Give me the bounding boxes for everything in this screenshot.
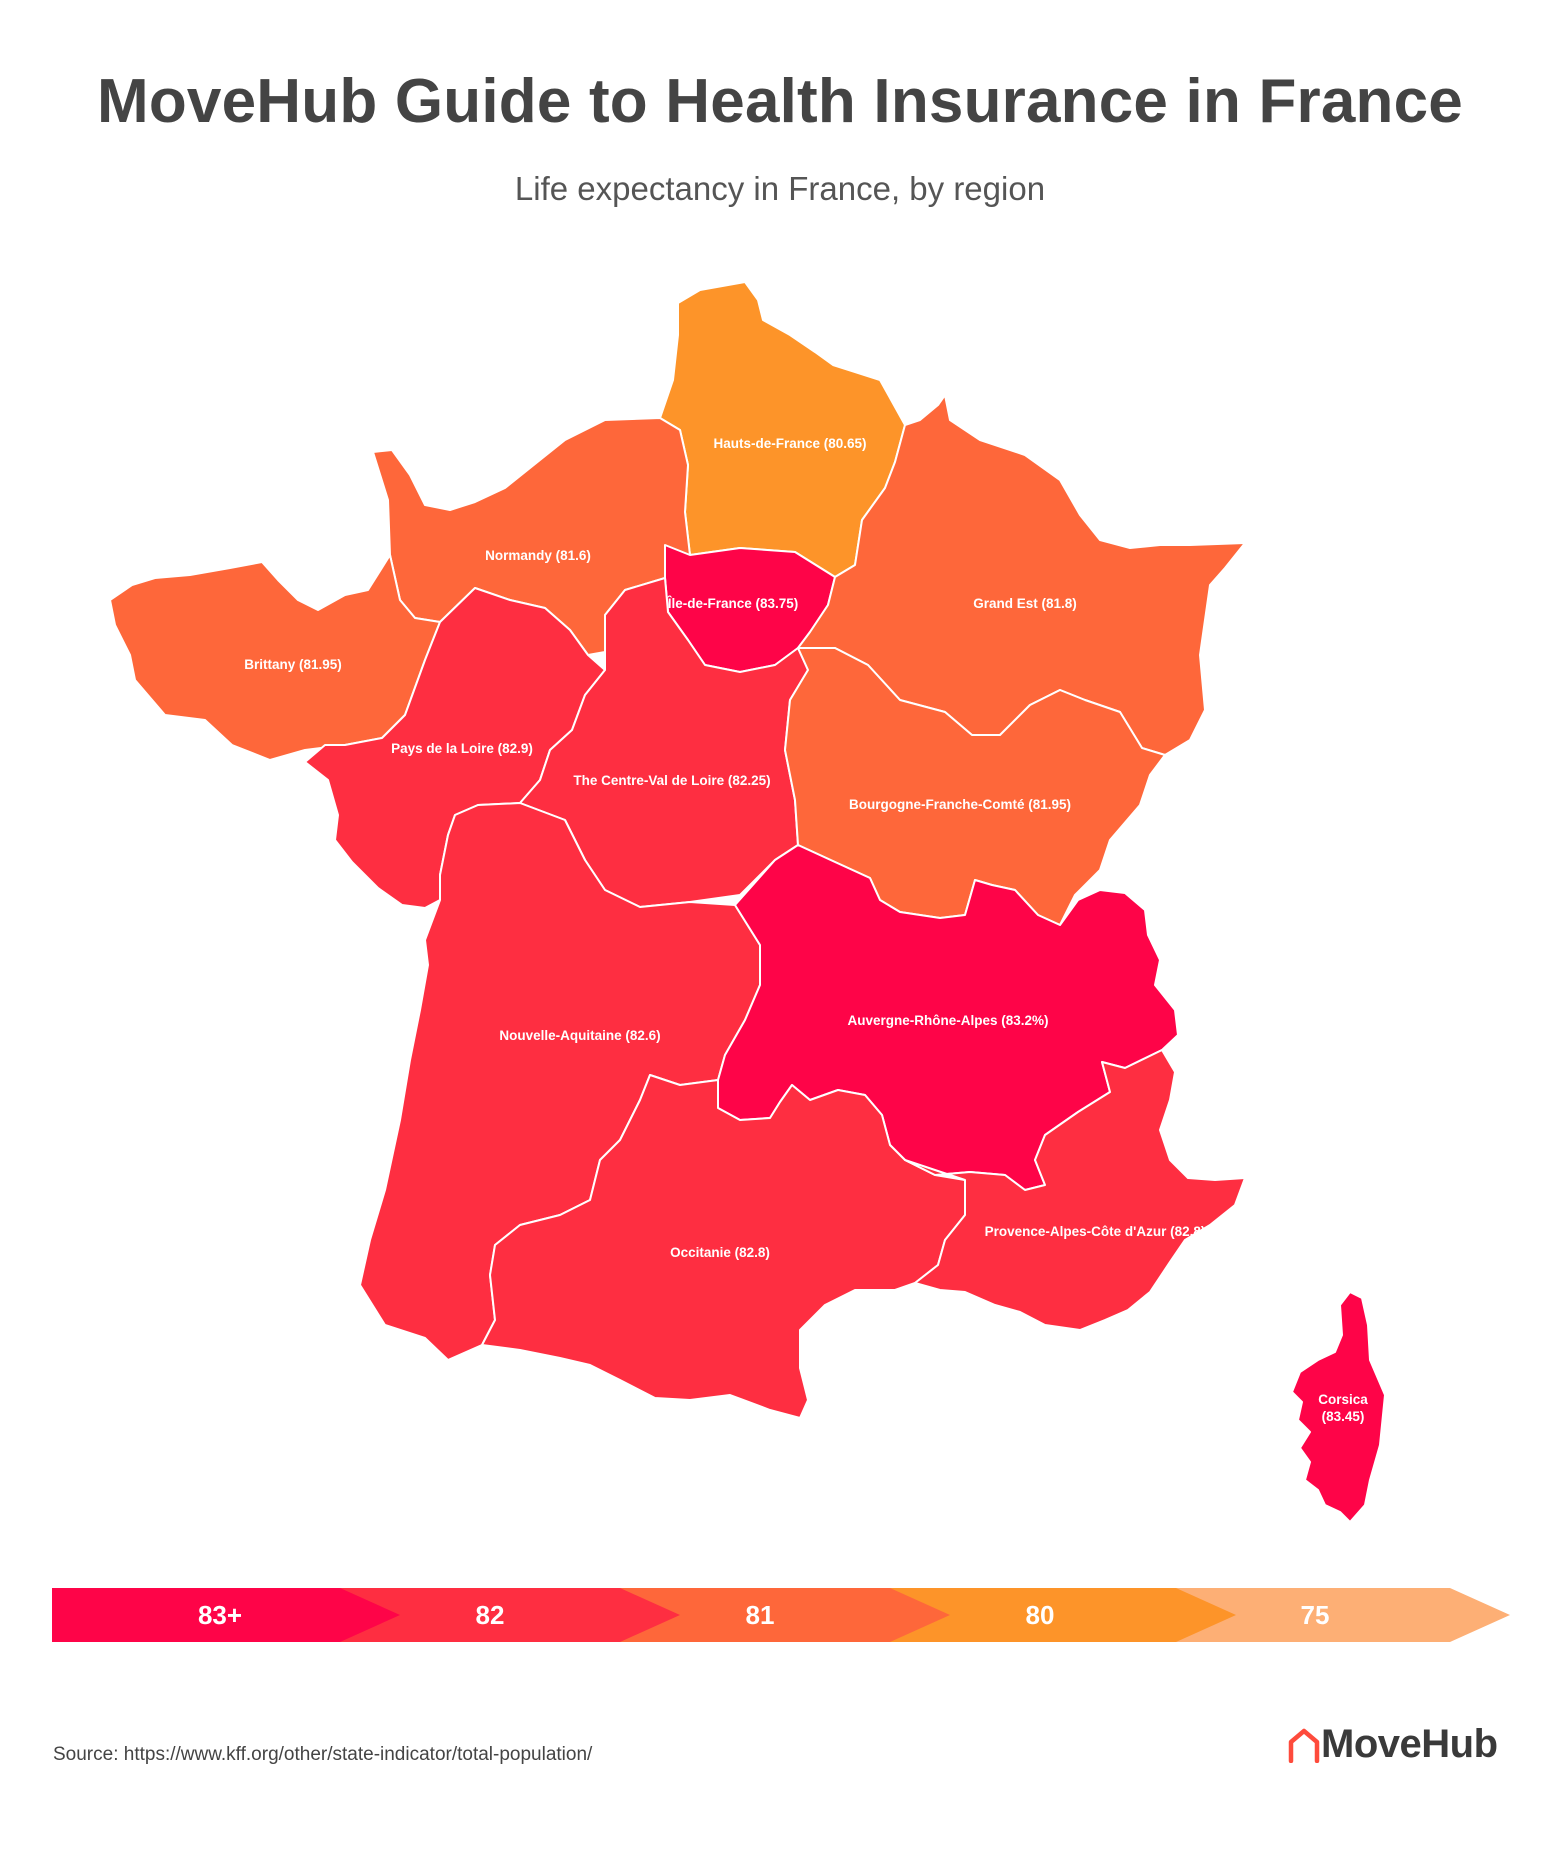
label-normandy: Normandy (81.6) — [485, 548, 591, 563]
brand-name: MoveHub — [1321, 1722, 1498, 1766]
label-ile-de-france: Île-de-France (83.75) — [667, 596, 799, 611]
label-occitanie: Occitanie (82.8) — [670, 1245, 770, 1260]
label-corsica-value: (83.45) — [1322, 1409, 1365, 1424]
color-legend: 83+ 82 81 80 75 — [52, 1588, 1510, 1642]
region-labels: Hauts-de-France (80.65) Normandy (81.6) … — [244, 436, 1368, 1424]
label-auvergne-rhone-alpes: Auvergne-Rhône-Alpes (83.2%) — [847, 1013, 1048, 1028]
legend-label-82: 82 — [476, 1600, 505, 1630]
label-bourgogne-franche-comte: Bourgogne-Franche-Comté (81.95) — [849, 797, 1071, 812]
legend-label-81: 81 — [746, 1600, 775, 1630]
label-nouvelle-aquitaine: Nouvelle-Aquitaine (82.6) — [499, 1028, 660, 1043]
movehub-logo: MoveHub — [1287, 1722, 1498, 1767]
label-provence-alpes-cote-dazur: Provence-Alpes-Côte d'Azur (82.8) — [985, 1224, 1206, 1239]
label-corsica-name: Corsica — [1318, 1392, 1368, 1407]
regions — [109, 281, 1386, 1523]
legend-segment-83-plus — [52, 1588, 400, 1642]
legend-label-83-plus: 83+ — [198, 1600, 242, 1630]
house-icon — [1288, 1728, 1320, 1763]
france-region-map: Hauts-de-France (80.65) Normandy (81.6) … — [109, 281, 1386, 1523]
label-grand-est: Grand Est (81.8) — [973, 596, 1077, 611]
legend-label-75: 75 — [1301, 1600, 1330, 1630]
legend-segment-81 — [620, 1588, 950, 1642]
legend-segment-82 — [340, 1588, 680, 1642]
page-title: MoveHub Guide to Health Insurance in Fra… — [97, 67, 1463, 136]
source-note: Source: https://www.kff.org/other/state-… — [53, 1744, 593, 1765]
legend-label-80: 80 — [1026, 1600, 1055, 1630]
label-brittany: Brittany (81.95) — [244, 657, 342, 672]
page-subtitle: Life expectancy in France, by region — [514, 170, 1046, 207]
label-hauts-de-france: Hauts-de-France (80.65) — [713, 436, 866, 451]
label-pays-de-la-loire: Pays de la Loire (82.9) — [391, 741, 533, 756]
region-provence-alpes-cote-dazur[interactable] — [904, 1049, 1246, 1331]
legend-segment-75 — [1176, 1588, 1510, 1642]
legend-segment-80 — [890, 1588, 1236, 1642]
region-corsica[interactable] — [1291, 1291, 1386, 1523]
label-centre-val-de-loire: The Centre-Val de Loire (82.25) — [573, 773, 770, 788]
